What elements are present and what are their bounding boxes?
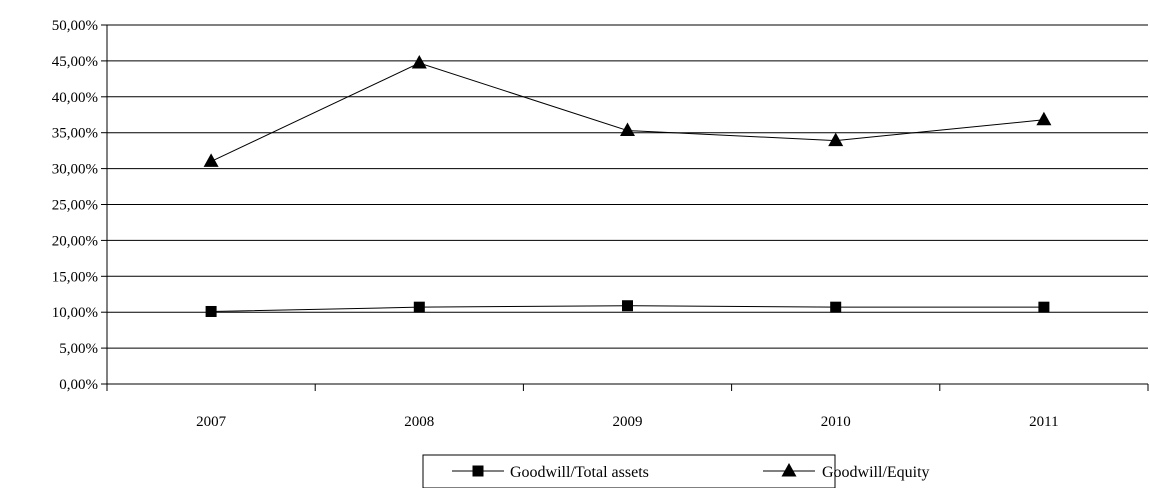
axes [101,24,1149,391]
data-point [205,305,217,317]
x-tick-labels: 2007 2008 2009 2010 2011 [196,414,1059,430]
legend-label: Goodwill/Equity [822,464,930,481]
data-point [203,153,219,167]
data-point [1038,301,1050,313]
x-tick-label: 2010 [821,414,851,430]
y-tick-label: 5,00% [59,341,98,357]
gridlines [107,24,1148,385]
data-point [828,132,844,147]
y-tick-label: 50,00% [52,18,98,34]
data-point [411,55,427,69]
series-goodwill-total-assets [205,300,1050,317]
y-tick-label: 25,00% [52,198,98,214]
x-tick-label: 2007 [196,414,227,430]
y-tick-label: 15,00% [52,269,98,285]
legend-label: Goodwill/Total assets [510,464,649,481]
legend-square-marker [472,465,484,477]
y-tick-label: 45,00% [52,54,98,70]
y-tick-label: 30,00% [52,162,98,178]
data-point [1036,111,1052,126]
data-point [622,300,633,312]
series-goodwill-equity [203,55,1052,167]
x-tick-label: 2008 [404,414,434,430]
legend-triangle-marker [781,463,797,477]
y-tick-label: 20,00% [52,233,98,249]
legend: Goodwill/Total assets Goodwill/Equity [422,454,930,488]
y-tick-label: 10,00% [52,305,98,321]
x-tick-label: 2009 [613,414,643,430]
y-tick-labels: 0,00% 5,00% 10,00% 15,00% 20,00% 25,00% 30,00%… [52,18,98,393]
data-point [413,301,425,313]
series [203,55,1052,317]
y-tick-label: 35,00% [52,126,98,142]
data-point [830,301,842,313]
series-line [210,62,1044,162]
x-tick-label: 2011 [1029,414,1058,430]
y-tick-label: 40,00% [52,90,98,106]
y-tick-label: 0,00% [59,377,98,393]
data-point [620,122,635,137]
